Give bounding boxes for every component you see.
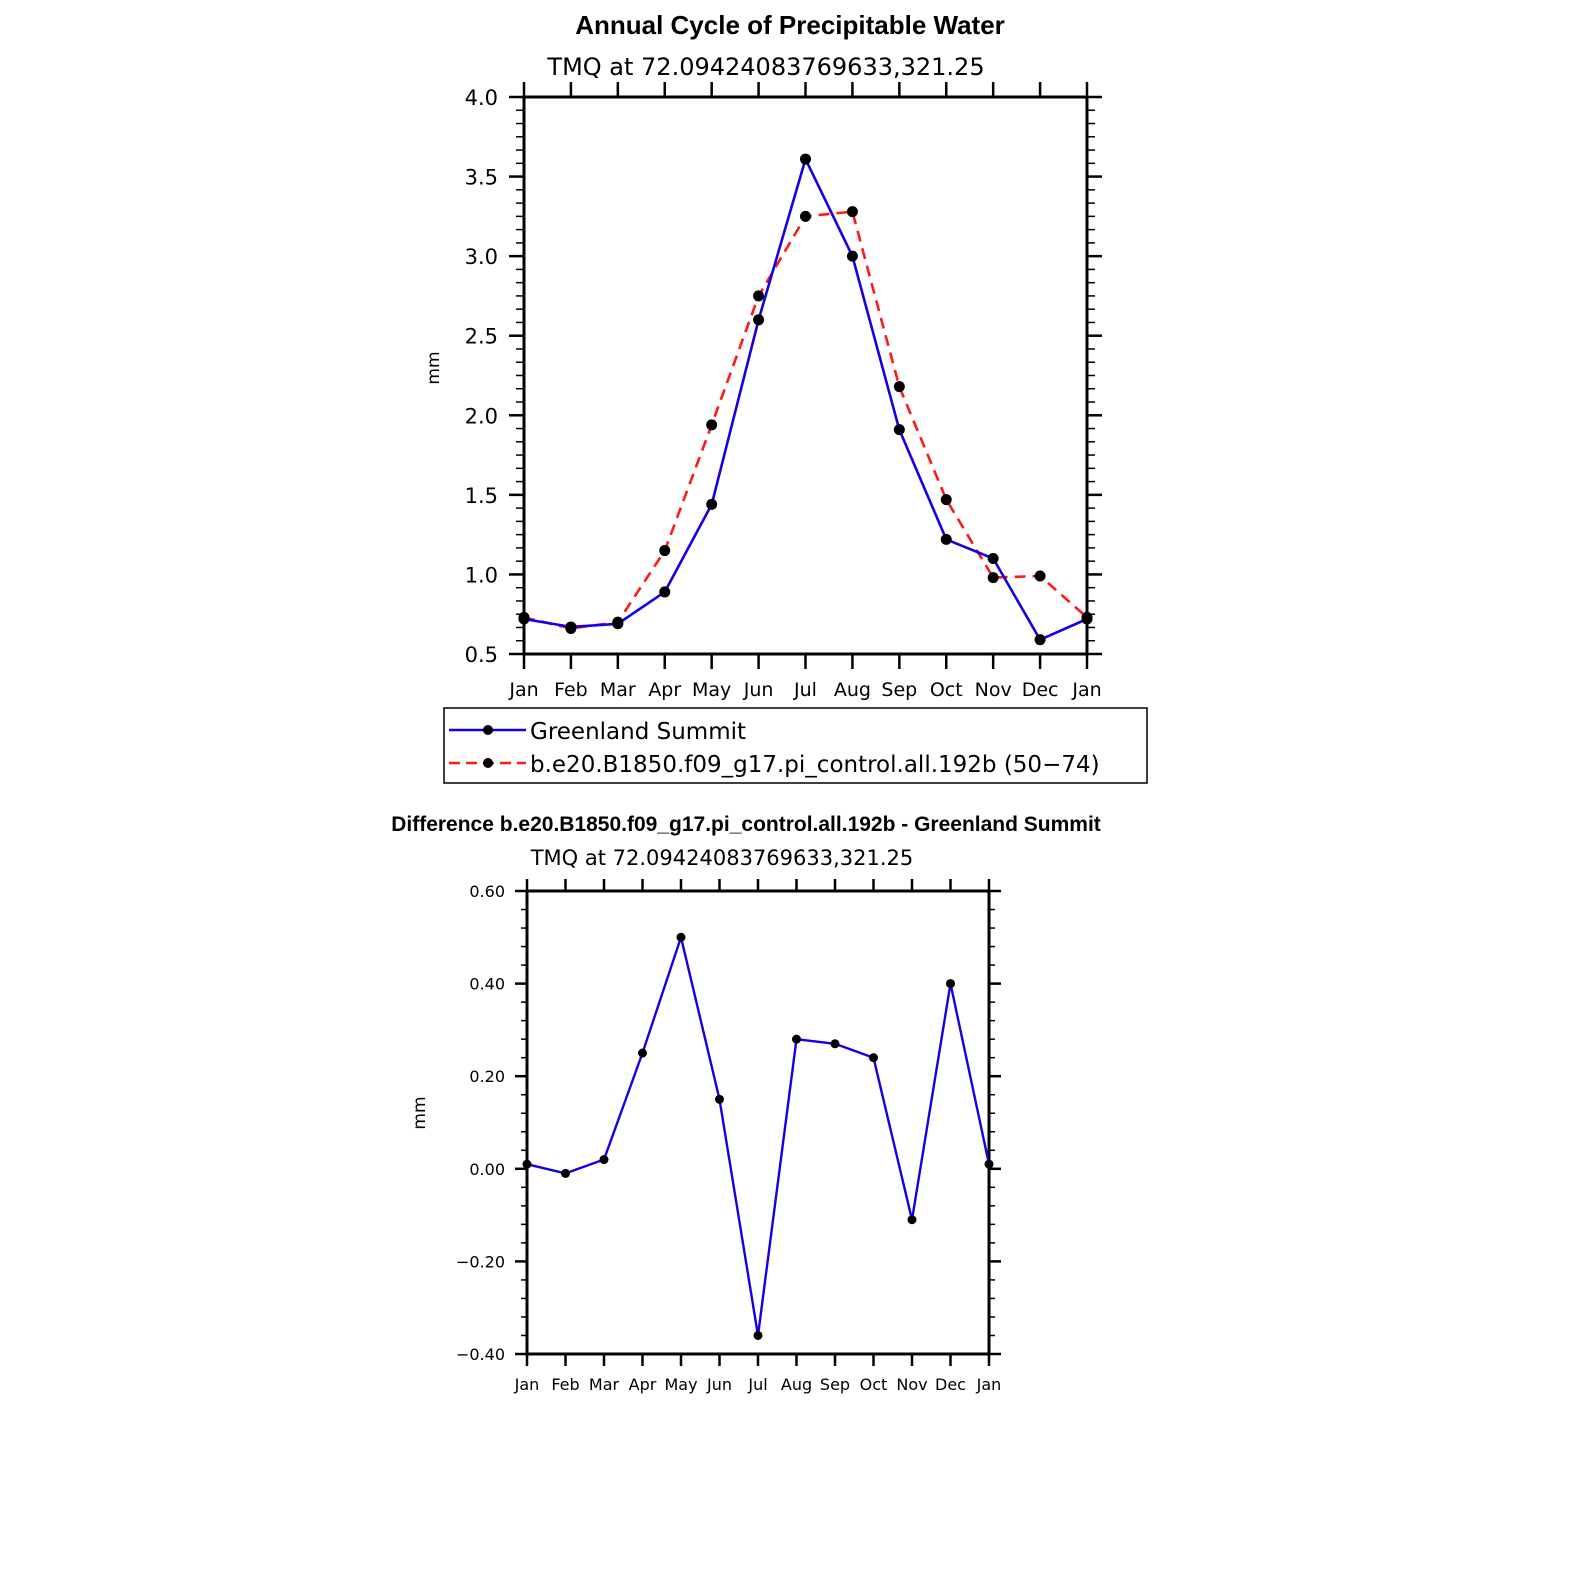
chart2-ytick-label: −0.20 <box>456 1252 505 1271</box>
chart2-series-obs-line <box>526 936 991 1337</box>
chart1-model-point <box>1034 570 1046 582</box>
legend-box <box>443 707 1148 784</box>
chart1-obs-point <box>612 618 624 630</box>
chart2-obs-point <box>792 1034 801 1044</box>
chart1-title: Annual Cycle of Precipitable Water <box>575 10 1005 40</box>
chart2-xtick-label: Jun <box>706 1375 732 1394</box>
chart1-ytick-label: 2.5 <box>465 325 498 349</box>
chart2-obs-point <box>638 1048 647 1058</box>
chart1-obs-point <box>753 314 765 326</box>
chart1-ytick-label: 0.5 <box>465 643 498 667</box>
chart1-model-point <box>987 572 999 584</box>
chart1-model-point <box>706 419 718 431</box>
chart2-xtick-label: Jan <box>514 1375 540 1394</box>
chart2-plot-frame <box>525 889 991 1356</box>
chart1-ytick-label: 3.0 <box>465 245 498 269</box>
chart2-obs-point <box>830 1039 840 1049</box>
chart1-obs-point <box>987 553 999 565</box>
chart1-model-point <box>846 206 858 218</box>
chart1-obs-point <box>518 613 530 625</box>
chart1-xtick-label: Dec <box>1022 679 1059 701</box>
chart1-model-point <box>800 210 811 222</box>
legend-marker-obs <box>483 725 493 735</box>
chart1-ytick-label: 4.0 <box>465 86 498 110</box>
legend-label-obs: Greenland Summit <box>530 719 746 745</box>
chart2-obs-point <box>984 1159 994 1169</box>
chart1-obs-point <box>846 250 858 262</box>
chart1-xtick-label: Sep <box>881 679 917 701</box>
chart1-obs-point <box>1034 634 1046 646</box>
chart2-xtick-label: Feb <box>551 1375 579 1394</box>
chart1-model-point <box>893 381 905 393</box>
chart2-xtick-label: Oct <box>860 1375 888 1394</box>
chart2-subtitle: TMQ at 72.09424083769633,321.25 <box>530 846 914 870</box>
chart2-ytick-label: −0.40 <box>456 1345 505 1364</box>
chart1-xtick-label: Jan <box>508 679 538 701</box>
chart2-obs-point <box>907 1215 917 1225</box>
chart1-xtick-label: Aug <box>834 679 871 701</box>
legend-label-model: b.e20.B1850.f09_g17.pi_control.all.192b … <box>530 752 1100 778</box>
chart1-obs-point <box>800 153 811 165</box>
chart2-obs-point <box>522 1159 532 1169</box>
chart1-xtick-label: Apr <box>648 679 681 701</box>
chart2-obs-point <box>715 1094 724 1104</box>
legend-marker-model <box>483 758 493 768</box>
chart2-ytick-label: 0.40 <box>469 975 505 994</box>
chart1-model-point <box>753 290 765 302</box>
chart1-ylabel: mm <box>424 351 444 384</box>
chart1-subtitle: TMQ at 72.09424083769633,321.25 <box>546 53 984 81</box>
chart2-xtick-label: Apr <box>629 1375 657 1394</box>
chart1-xtick-label: Feb <box>554 679 588 701</box>
chart1-obs-point <box>565 621 577 633</box>
chart1-xtick-label: Jul <box>793 679 817 701</box>
chart2-xtick-label: Aug <box>781 1375 812 1394</box>
chart1-legend: Greenland Summit b.e20.B1850.f09_g17.pi_… <box>443 707 1148 784</box>
chart1-xtick-label: Oct <box>930 679 963 701</box>
chart2-obs-point <box>561 1168 570 1178</box>
chart1-ytick-label: 2.0 <box>465 404 498 428</box>
chart1-xtick-label: May <box>692 679 731 701</box>
chart1-obs-point <box>893 424 905 436</box>
chart2-xtick-label: Jul <box>747 1375 767 1394</box>
chart1-xtick-label: Jun <box>743 679 774 701</box>
chart2-title: Difference b.e20.B1850.f09_g17.pi_contro… <box>391 813 1101 836</box>
chart2-xtick-label: Nov <box>896 1375 927 1394</box>
chart1-ytick-label: 1.0 <box>465 563 498 587</box>
chart2-obs-point <box>599 1155 609 1165</box>
chart2-obs-point <box>869 1053 878 1063</box>
chart2-xtick-label: Jan <box>976 1375 1002 1394</box>
chart2-xtick-label: Sep <box>820 1375 850 1394</box>
chart1-model-point <box>940 494 952 506</box>
chart1-xtick-label: Nov <box>975 679 1012 701</box>
chart2-xtick-label: May <box>664 1375 697 1394</box>
chart2-xtick-label: Dec <box>935 1375 966 1394</box>
chart1-obs-point <box>940 533 952 545</box>
chart2-ytick-label: 0.00 <box>469 1160 505 1179</box>
chart2-ylabel: mm <box>410 1096 430 1129</box>
chart1-xtick-label: Mar <box>600 679 636 701</box>
chart1-model-point <box>659 545 671 557</box>
chart2-ytick-label: 0.60 <box>469 882 505 901</box>
chart1-plot-frame <box>522 95 1089 656</box>
chart1-ytick-label: 1.5 <box>465 484 498 508</box>
chart2-obs-point <box>946 979 955 989</box>
chart1-obs-point <box>1081 613 1093 625</box>
chart1-series-model-line <box>523 210 1088 630</box>
chart2-obs-point <box>676 932 686 942</box>
chart1-obs-point <box>659 586 671 598</box>
chart1-ytick-label: 3.5 <box>465 166 498 190</box>
chart1-series-obs-line <box>523 157 1088 642</box>
chart1-xtick-label: Jan <box>1071 679 1101 701</box>
chart2-obs-point <box>753 1330 763 1340</box>
chart2-ytick-label: 0.20 <box>469 1067 505 1086</box>
chart2-xtick-label: Mar <box>589 1375 620 1394</box>
chart1-obs-point <box>706 498 718 510</box>
